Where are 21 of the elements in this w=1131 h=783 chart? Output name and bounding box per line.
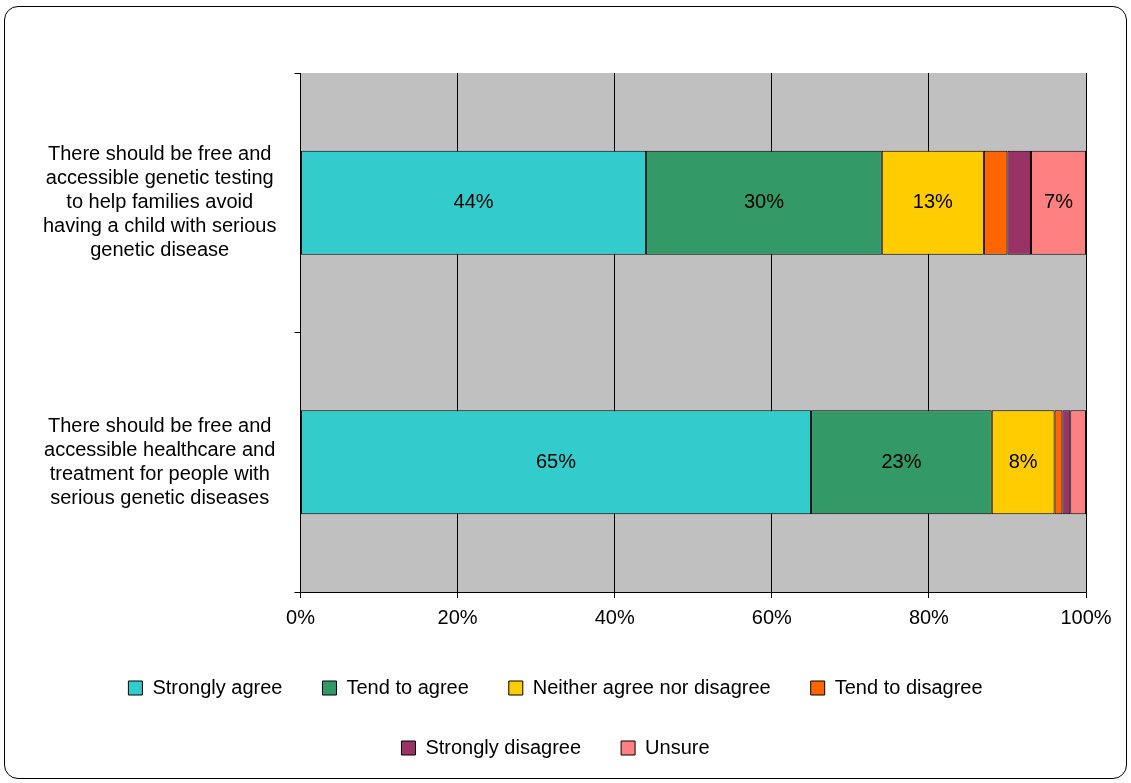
legend-label: Unsure [645, 735, 710, 758]
y-tick-label: There should be free and accessible healthcare and treatment for people with serious genetic diseases [44, 413, 276, 508]
legend-label: Tend to disagree [834, 675, 983, 698]
x-tick-label: 60% [751, 605, 793, 628]
data-label: 30% [743, 190, 785, 213]
data-label: 65% [535, 449, 577, 472]
x-tick-label: 100% [1060, 605, 1112, 628]
data-label: 23% [881, 449, 922, 472]
data-label: 13% [912, 190, 954, 213]
data-label: 7% [1044, 190, 1074, 213]
x-tick-label: 0% [286, 605, 316, 628]
data-label: 8% [1008, 449, 1038, 472]
x-tick-label: 20% [437, 605, 478, 628]
legend-label: Tend to agree [346, 675, 469, 698]
y-tick-label: There should be free and accessible genetic testing to help families avoid having a child with serious genetic disease [42, 142, 277, 261]
x-tick-label: 80% [908, 605, 950, 628]
legend-label: Strongly agree [152, 675, 283, 698]
legend-label: Strongly disagree [425, 735, 582, 758]
x-tick-label: 40% [594, 605, 635, 628]
legend-label: Neither agree nor disagree [532, 675, 771, 698]
data-label: 44% [453, 190, 494, 213]
